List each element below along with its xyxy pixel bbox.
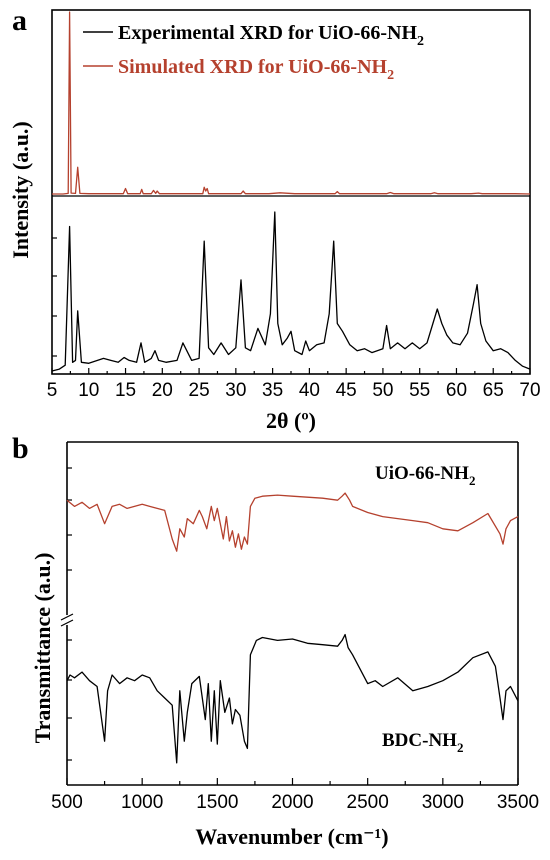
legend-experimental: Experimental XRD for UiO-66-NH2 [118, 22, 424, 49]
ftir-x-ticks: 500 1000 1500 2000 2500 3000 3500 [51, 778, 539, 813]
ftir-y-axis-label: Transmittance (a.u.) [30, 553, 55, 744]
xrd-series-line [52, 11, 531, 195]
ftir-x-tick-label: 3500 [497, 792, 539, 813]
ftir-series [66, 492, 519, 764]
xrd-x-tick-label: 5 [47, 380, 58, 401]
xrd-x-tick-label: 55 [409, 380, 430, 401]
xrd-x-tick-label: 10 [78, 380, 99, 401]
panel-b-ftir: b Transmittance (a.u.) 500 1000 1500 2000 25… [12, 432, 539, 849]
ftir-x-tick-label: 2000 [271, 792, 313, 813]
ftir-series-line [66, 633, 519, 764]
xrd-x-ticks: 5 10 15 20 25 30 35 40 45 50 55 60 65 70 [47, 368, 541, 401]
xrd-x-tick-label: 50 [372, 380, 393, 401]
xrd-x-axis-label: 2θ (º) [266, 408, 316, 433]
axis-break-marker [60, 613, 74, 627]
xrd-x-tick-label: 15 [115, 380, 136, 401]
xrd-y-ticks [52, 237, 57, 357]
ftir-y-ticks [67, 467, 72, 761]
ftir-x-tick-label: 1000 [121, 792, 163, 813]
ftir-x-tick-label: 1500 [196, 792, 238, 813]
xrd-x-tick-label: 25 [189, 380, 210, 401]
xrd-x-tick-label: 65 [483, 380, 504, 401]
panel-a-label: a [12, 4, 27, 37]
xrd-x-tick-label: 45 [336, 380, 357, 401]
ftir-x-tick-label: 3000 [422, 792, 464, 813]
ftir-x-tick-label: 2500 [347, 792, 389, 813]
legend-simulated: Simulated XRD for UiO-66-NH2 [118, 56, 394, 83]
ftir-x-tick-label: 500 [51, 792, 83, 813]
xrd-x-tick-label: 60 [446, 380, 467, 401]
ftir-annotation-bdc: BDC-NH2 [382, 730, 463, 755]
panel-a-xrd: a Intensity (a.u.) 5 10 15 20 25 30 35 40 45 50 55… [8, 4, 541, 433]
xrd-x-tick-label: 20 [152, 380, 173, 401]
xrd-x-tick-label: 30 [225, 380, 246, 401]
xrd-x-tick-label: 35 [262, 380, 283, 401]
xrd-x-tick-label: 70 [519, 380, 540, 401]
xrd-series-line [51, 211, 531, 372]
xrd-series [51, 11, 531, 372]
panel-b-label: b [12, 432, 29, 465]
ftir-x-axis-label: Wavenumber (cm⁻¹) [195, 824, 388, 849]
ftir-series-line [66, 492, 519, 552]
ftir-annotation-uio: UiO-66-NH2 [375, 463, 475, 488]
xrd-x-tick-label: 40 [299, 380, 320, 401]
xrd-y-axis-label: Intensity (a.u.) [8, 121, 33, 259]
xrd-legend: Experimental XRD for UiO-66-NH2 Simulate… [83, 22, 424, 83]
